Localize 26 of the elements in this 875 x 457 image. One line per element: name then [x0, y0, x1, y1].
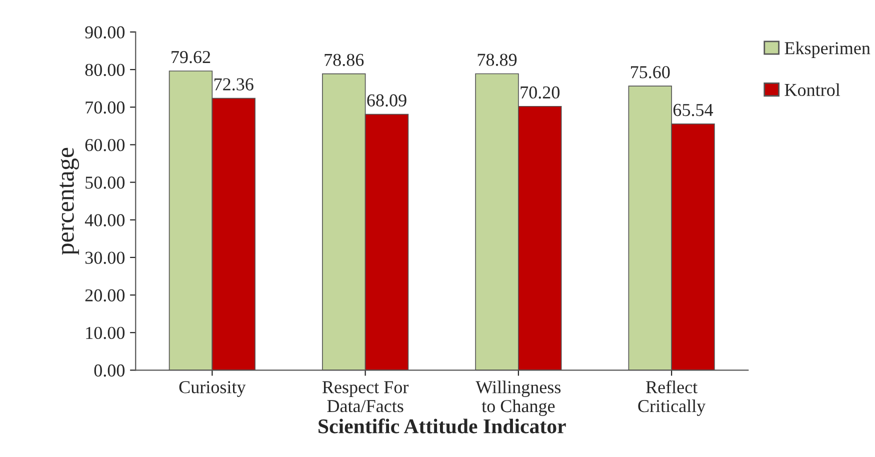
y-axis-title: percentage — [60, 148, 80, 255]
y-tick-label: 80.00 — [85, 64, 125, 76]
data-label: 75.60 — [631, 66, 670, 78]
y-tick-label: 70.00 — [86, 101, 125, 114]
y-tick-label: 40.00 — [84, 214, 125, 226]
x-tick-label: Respect For Data/Facts — [322, 381, 409, 412]
y-tick-label: 60.00 — [85, 138, 125, 152]
data-label: 65.54 — [673, 104, 714, 116]
data-label: 78.89 — [478, 54, 517, 66]
data-label: 72.36 — [214, 78, 254, 91]
y-tick-label: 10.00 — [86, 326, 125, 340]
data-label: 78.86 — [324, 54, 364, 66]
y-tick-label: 0.00 — [94, 364, 125, 377]
legend-label: Eksperimen — [784, 42, 870, 58]
y-tick-label: 20.00 — [85, 289, 125, 302]
y-tick-label: 30.00 — [85, 252, 125, 264]
x-tick-label: Willingness to Change — [476, 380, 561, 416]
y-tick-label: 90.00 — [85, 26, 125, 39]
x-axis-title: Scientific Attitude Indicator — [318, 418, 566, 434]
data-label: 70.20 — [520, 86, 560, 99]
legend-label: Kontrol — [784, 83, 840, 96]
x-tick-label: Curiosity — [179, 381, 246, 397]
data-label: 79.62 — [172, 51, 210, 64]
y-tick-label: 50.00 — [86, 176, 125, 189]
data-label: 68.09 — [367, 94, 406, 107]
x-tick-label: Reflect Critically — [638, 380, 706, 416]
